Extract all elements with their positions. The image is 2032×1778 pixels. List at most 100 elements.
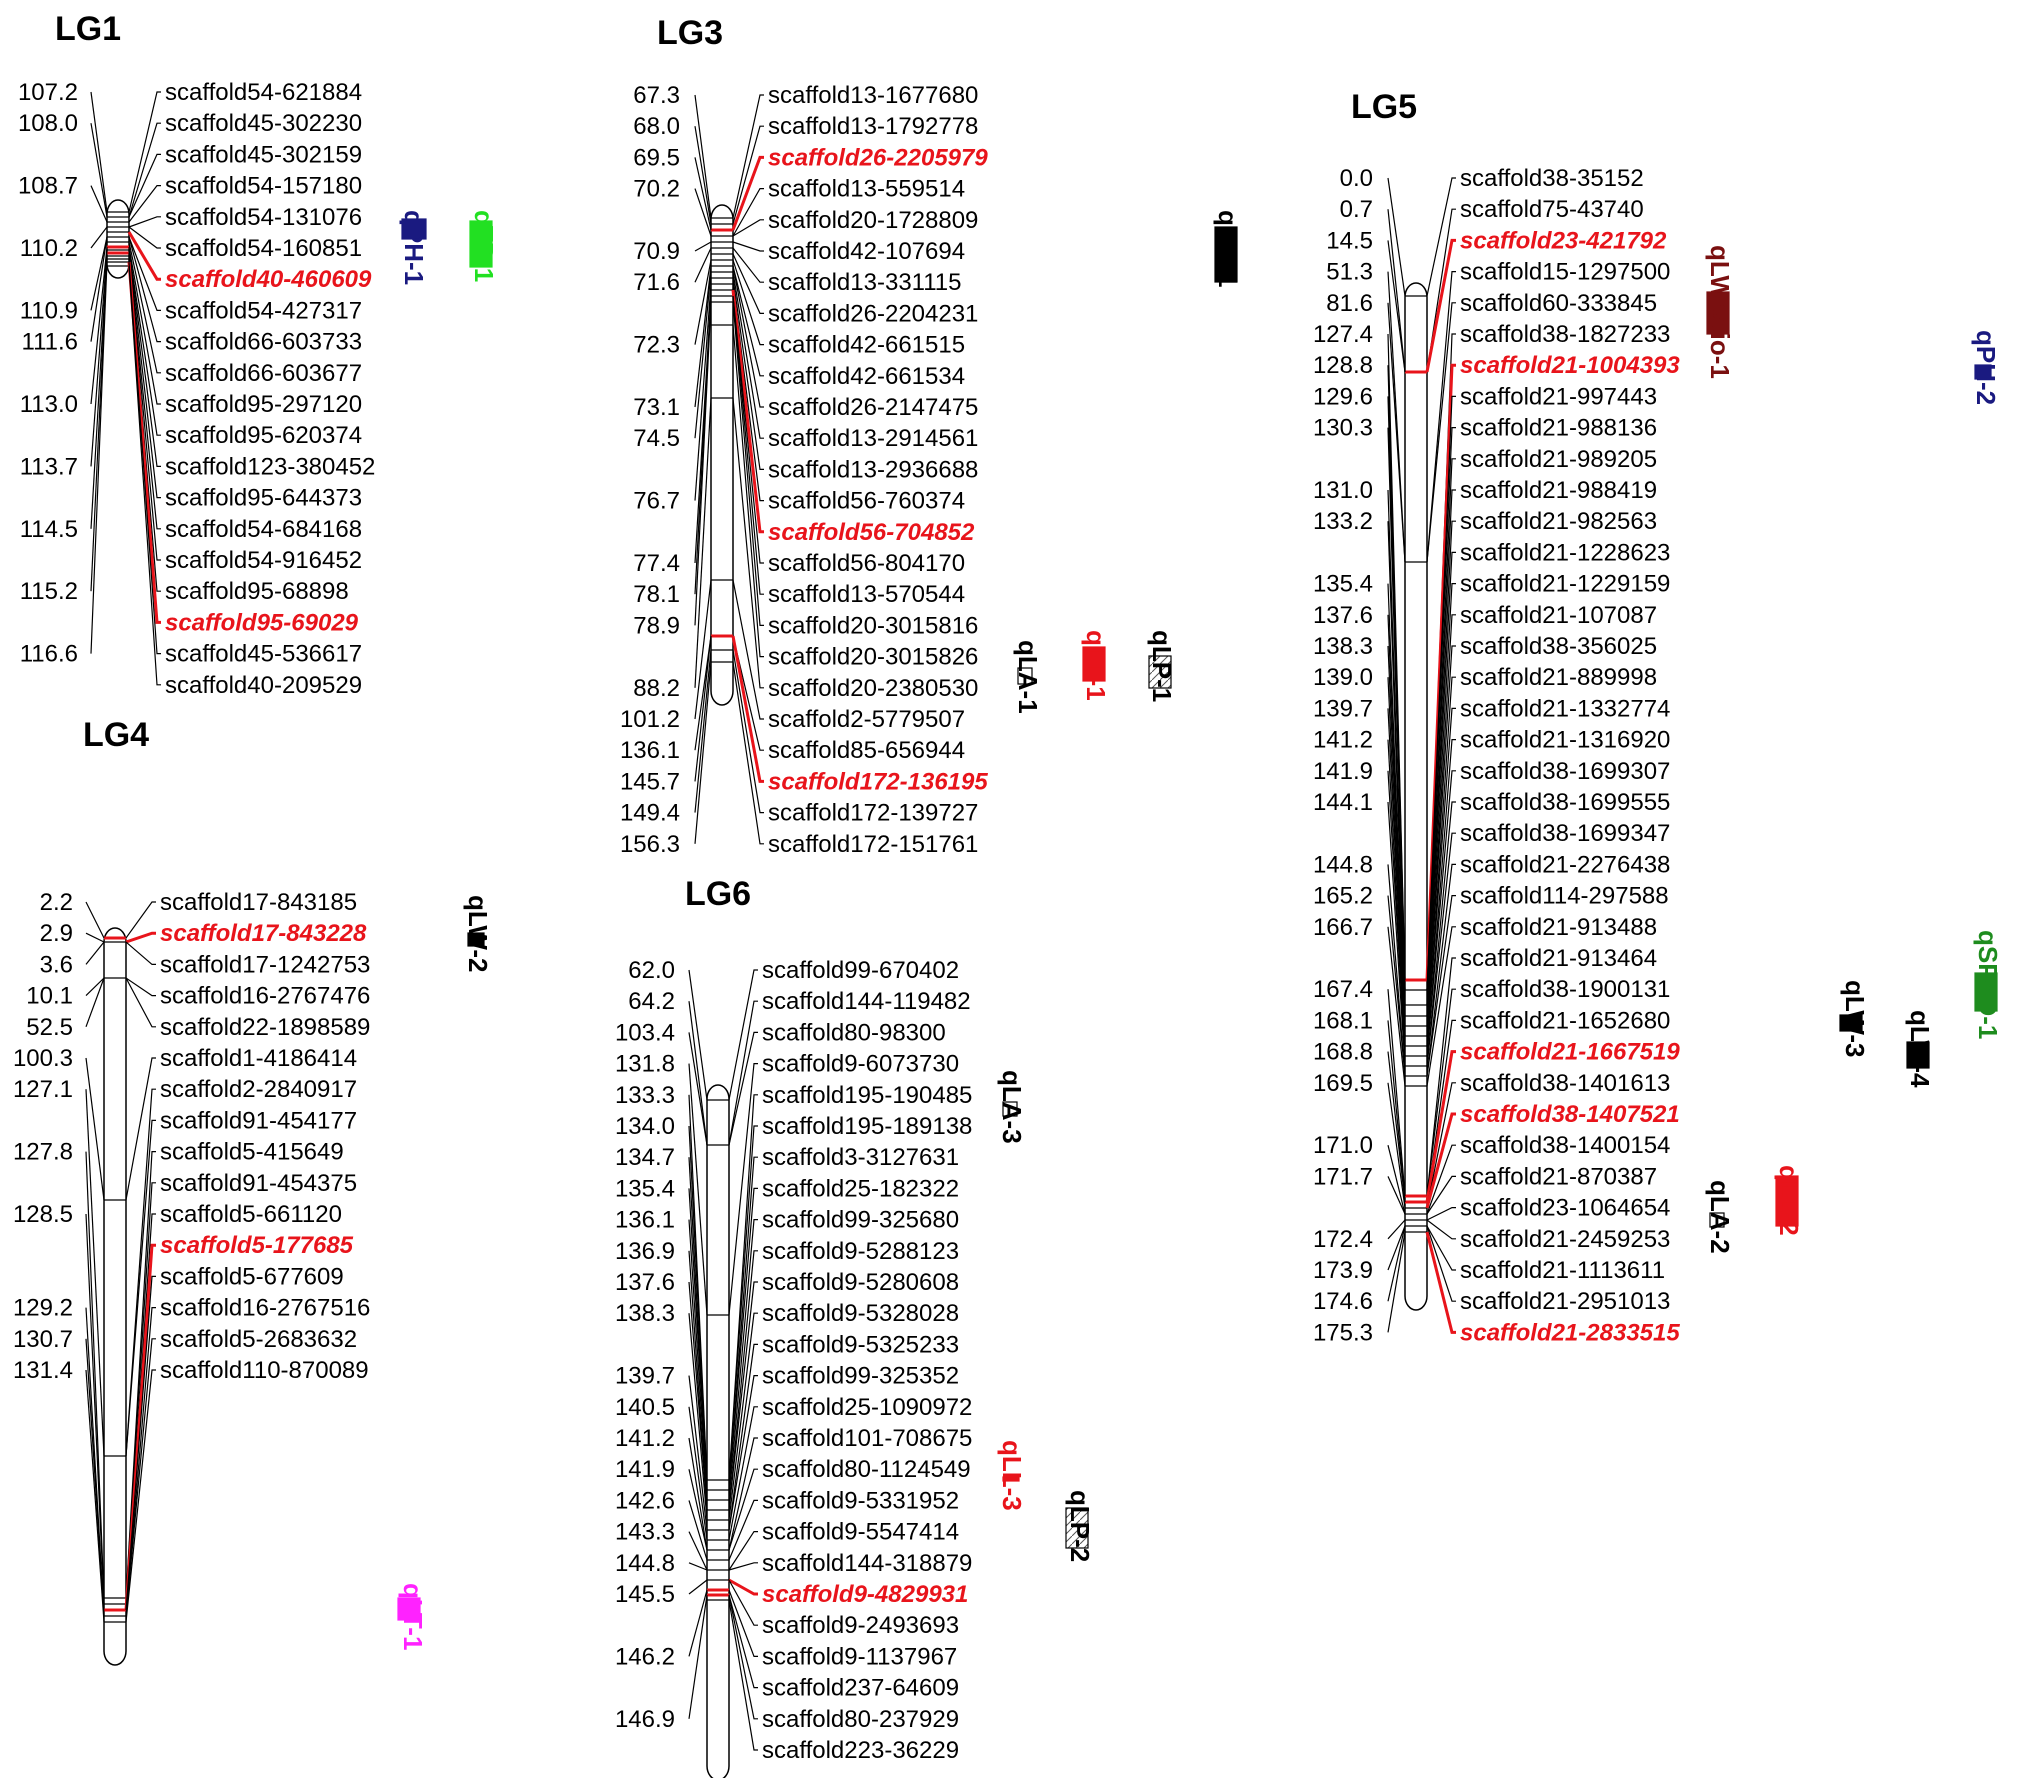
position-connector	[694, 265, 712, 408]
marker-name-highlighted: scaffold21-2833515	[1460, 1319, 1680, 1346]
marker-position: 111.6	[22, 329, 79, 356]
qtl-label: qLL-2	[1774, 1165, 1804, 1236]
qtl-label: qLW-2	[463, 895, 493, 972]
marker-name-highlighted: scaffold21-1004393	[1460, 352, 1680, 379]
marker-name: scaffold54-916452	[165, 547, 362, 574]
marker-position: 51.3	[1326, 259, 1373, 286]
marker-connector	[728, 969, 758, 1101]
marker-name-highlighted: scaffold56-704852	[768, 519, 975, 546]
marker-position: 0.0	[1340, 165, 1373, 192]
marker-position: 169.5	[1313, 1070, 1373, 1097]
marker-name: scaffold60-333845	[1460, 290, 1657, 317]
marker-name: scaffold25-1090972	[762, 1394, 972, 1421]
qtl-bar	[1065, 1507, 1089, 1549]
marker-name-highlighted: scaffold23-421792	[1460, 227, 1667, 254]
marker-position: 136.9	[615, 1238, 675, 1265]
marker-name: scaffold21-982563	[1460, 508, 1657, 535]
position-connector	[90, 123, 108, 218]
marker-connector	[1426, 863, 1456, 1077]
marker-position: 72.3	[633, 332, 680, 359]
position-connector	[85, 941, 105, 965]
linkage-group-lg5: LG5 scaffold38-35152 0.0 scaffold75-43740 0.…	[1313, 88, 2003, 1346]
position-connector	[1387, 240, 1406, 373]
marker-position: 139.7	[1313, 695, 1373, 722]
marker-connector	[732, 661, 764, 845]
marker-name: scaffold38-35152	[1460, 165, 1644, 192]
marker-name: scaffold13-331115	[768, 269, 962, 296]
marker-connector	[728, 1594, 758, 1689]
marker-name: scaffold3-3127631	[762, 1144, 959, 1171]
marker-connector	[732, 324, 764, 658]
marker-position: 146.9	[615, 1706, 675, 1733]
qtl-label: qLW-4	[1905, 1010, 1935, 1088]
marker-name-highlighted: scaffold95-69029	[165, 609, 359, 636]
marker-position: 71.6	[633, 269, 680, 296]
marker-name: scaffold195-190485	[762, 1082, 972, 1109]
chromosome-bar	[1404, 282, 1428, 1311]
qtl-label: qLA-3	[997, 1070, 1027, 1144]
marker-position: 70.2	[633, 176, 680, 203]
marker-name: scaffold20-3015816	[768, 612, 978, 639]
marker-name: scaffold80-237929	[762, 1706, 959, 1733]
marker-name: scaffold9-5325233	[762, 1331, 959, 1358]
chromosome-bar	[103, 927, 127, 1666]
position-connector	[694, 271, 712, 439]
marker-connector	[728, 1031, 758, 1146]
marker-name: scaffold42-661515	[768, 332, 965, 359]
marker-connector	[732, 188, 764, 237]
marker-name: scaffold21-107087	[1460, 602, 1657, 629]
marker-position: 144.8	[1313, 851, 1373, 878]
position-connector	[688, 1531, 708, 1571]
marker-name: scaffold21-2276438	[1460, 851, 1670, 878]
marker-position: 2.9	[40, 920, 73, 947]
marker-position: 149.4	[620, 800, 680, 827]
marker-connector	[1426, 208, 1456, 373]
marker-name: scaffold223-36229	[762, 1737, 959, 1764]
marker-name: scaffold42-661534	[768, 363, 965, 390]
marker-name: scaffold20-2380530	[768, 675, 978, 702]
marker-connector	[125, 1338, 156, 1617]
marker-name: scaffold13-559514	[768, 176, 965, 203]
marker-connector	[1426, 770, 1456, 1057]
marker-connector	[732, 635, 764, 751]
position-connector	[1387, 1176, 1406, 1215]
marker-name: scaffold21-1652680	[1460, 1007, 1670, 1034]
marker-connector	[732, 649, 764, 814]
position-connector	[694, 259, 712, 345]
marker-connector	[125, 941, 156, 966]
marker-name: scaffold91-454375	[160, 1170, 357, 1197]
marker-position: 133.3	[615, 1082, 675, 1109]
marker-connector	[731, 155, 764, 231]
marker-position: 144.8	[615, 1550, 675, 1577]
position-connector	[1387, 521, 1406, 1017]
marker-connector	[731, 635, 764, 783]
position-connector	[688, 1469, 708, 1551]
marker-name: scaffold99-325680	[762, 1207, 959, 1234]
marker-position: 70.9	[633, 238, 680, 265]
marker-name: scaffold2-2840917	[160, 1076, 357, 1103]
marker-position: 81.6	[1326, 290, 1373, 317]
position-connector	[90, 226, 108, 249]
marker-name-highlighted: scaffold21-1667519	[1460, 1039, 1680, 1066]
position-connector	[85, 901, 105, 939]
marker-name: scaffold38-1699307	[1460, 758, 1670, 785]
marker-name: scaffold54-157180	[165, 173, 362, 200]
marker-name: scaffold95-297120	[165, 391, 362, 418]
marker-name: scaffold21-1113611	[1460, 1257, 1665, 1284]
marker-position: 67.3	[633, 82, 680, 109]
marker-position: 137.6	[1313, 602, 1373, 629]
marker-connector	[125, 1306, 156, 1617]
marker-position: 141.9	[1313, 758, 1373, 785]
marker-name: scaffold38-1699347	[1460, 820, 1670, 847]
marker-name: scaffold5-2683632	[160, 1326, 357, 1353]
marker-connector	[1426, 1144, 1456, 1215]
position-connector	[688, 1375, 708, 1531]
qtl-label: qLA-2	[1705, 1180, 1735, 1254]
qtl-label: qLP-1	[1147, 630, 1177, 702]
marker-name: scaffold45-536617	[165, 641, 362, 668]
marker-name: scaffold20-3015826	[768, 644, 978, 671]
marker-position: 168.8	[1313, 1039, 1373, 1066]
position-connector	[694, 397, 712, 688]
marker-connector	[1425, 238, 1456, 373]
marker-connector	[728, 1062, 758, 1316]
